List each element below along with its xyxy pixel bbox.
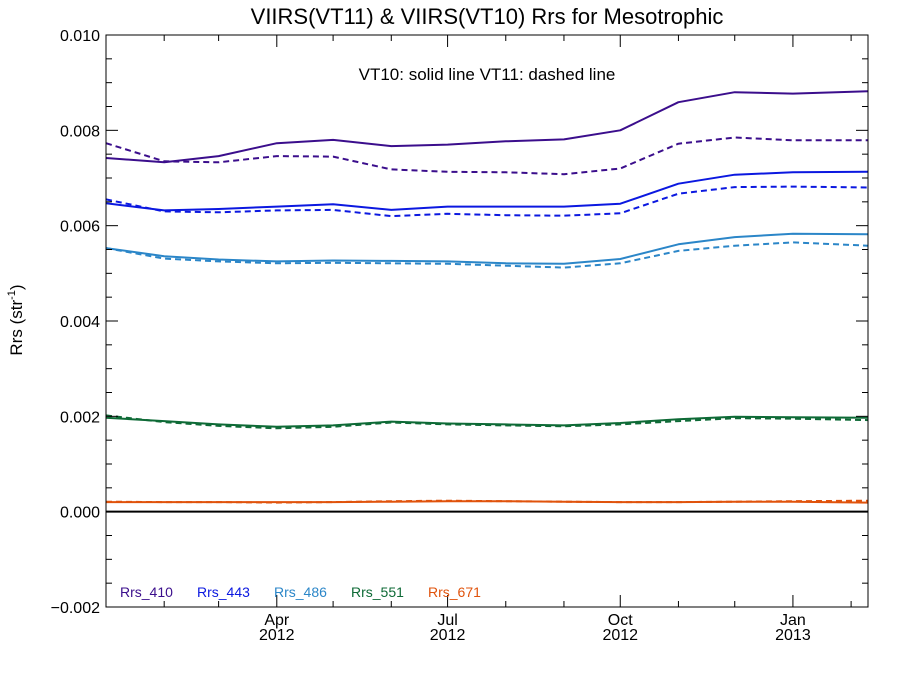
y-axis-label-main: Rrs (str <box>7 300 26 356</box>
legend-item-rrs-486: Rrs_486 <box>274 584 327 600</box>
y-tick-label: 0.006 <box>60 219 100 236</box>
x-tick-label: Oct <box>608 612 633 629</box>
legend-item-rrs-671: Rrs_671 <box>428 584 481 600</box>
series-line-rrs-443-dashed <box>105 185 869 218</box>
x-tick-year: 2012 <box>259 627 295 644</box>
series-line-rrs-486-dashed <box>105 241 869 269</box>
line-style-annotation: VT10: solid line VT11: dashed line <box>359 65 616 84</box>
x-tick-year: 2013 <box>775 627 811 644</box>
x-tick-label: Jan <box>780 612 806 629</box>
series-line-rrs-551-dashed <box>105 414 869 430</box>
legend-item-rrs-551: Rrs_551 <box>351 584 404 600</box>
x-tick-label: Jul <box>437 612 457 629</box>
legend: Rrs_410 Rrs_443 Rrs_486 Rrs_551 Rrs_671 <box>120 584 481 600</box>
chart-title: VIIRS(VT11) & VIIRS(VT10) Rrs for Mesotr… <box>251 4 724 29</box>
axes: 0.0100.0080.0060.0040.0020.000−0.002Apr2… <box>51 28 869 644</box>
legend-item-rrs-443: Rrs_443 <box>197 584 250 600</box>
y-tick-label: 0.000 <box>60 505 100 522</box>
y-axis-label-superscript: -1 <box>6 290 18 300</box>
y-axis-label: Rrs (str-1) <box>6 284 26 355</box>
svg-text:Rrs (str-1): Rrs (str-1) <box>6 284 26 355</box>
series-line-rrs-443-solid <box>105 170 869 212</box>
series-line-rrs-410-dashed <box>105 136 868 176</box>
y-tick-label: 0.010 <box>60 28 100 45</box>
y-tick-label: 0.008 <box>60 123 100 140</box>
plot-frame <box>105 34 869 608</box>
x-tick-year: 2012 <box>430 627 466 644</box>
series-line-rrs-410-solid <box>105 90 869 164</box>
y-tick-label: 0.004 <box>60 314 100 331</box>
series-line-rrs-671-dashed <box>105 499 869 504</box>
y-axis-label-close: ) <box>7 284 26 290</box>
x-tick-year: 2012 <box>602 627 638 644</box>
x-tick-label: Apr <box>264 612 290 629</box>
legend-item-rrs-410: Rrs_410 <box>120 584 173 600</box>
y-tick-label: −0.002 <box>51 600 100 617</box>
series-line-rrs-486-solid <box>105 232 869 265</box>
y-tick-label: 0.002 <box>60 409 100 426</box>
plot-area <box>105 90 869 513</box>
